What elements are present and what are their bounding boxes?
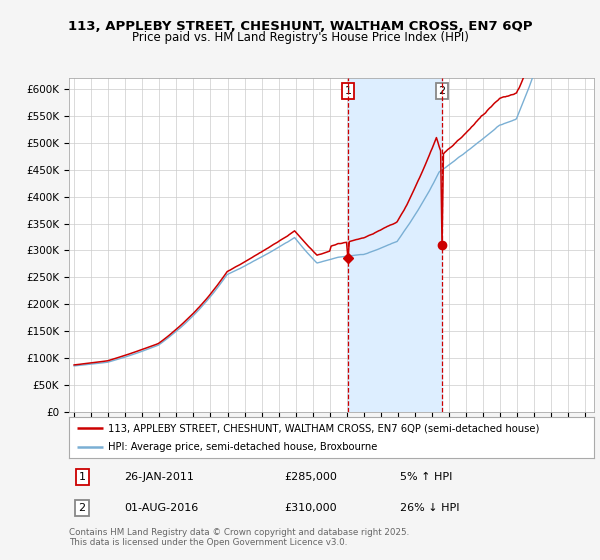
Text: 1: 1	[344, 86, 352, 96]
Text: 2: 2	[439, 86, 446, 96]
Bar	[348, 78, 442, 412]
Text: 26% ↓ HPI: 26% ↓ HPI	[400, 503, 459, 513]
Text: 26-JAN-2011: 26-JAN-2011	[124, 472, 194, 482]
Text: 2: 2	[79, 503, 86, 513]
Text: 5% ↑ HPI: 5% ↑ HPI	[400, 472, 452, 482]
Text: HPI: Average price, semi-detached house, Broxbourne: HPI: Average price, semi-detached house,…	[109, 442, 378, 451]
Text: £310,000: £310,000	[284, 503, 337, 513]
Text: Contains HM Land Registry data © Crown copyright and database right 2025.
This d: Contains HM Land Registry data © Crown c…	[69, 528, 409, 547]
Text: £285,000: £285,000	[284, 472, 337, 482]
Text: Price paid vs. HM Land Registry's House Price Index (HPI): Price paid vs. HM Land Registry's House …	[131, 31, 469, 44]
Text: 1: 1	[79, 472, 86, 482]
Text: 113, APPLEBY STREET, CHESHUNT, WALTHAM CROSS, EN7 6QP (semi-detached house): 113, APPLEBY STREET, CHESHUNT, WALTHAM C…	[109, 423, 540, 433]
Text: 113, APPLEBY STREET, CHESHUNT, WALTHAM CROSS, EN7 6QP: 113, APPLEBY STREET, CHESHUNT, WALTHAM C…	[68, 20, 532, 32]
Text: 01-AUG-2016: 01-AUG-2016	[124, 503, 199, 513]
